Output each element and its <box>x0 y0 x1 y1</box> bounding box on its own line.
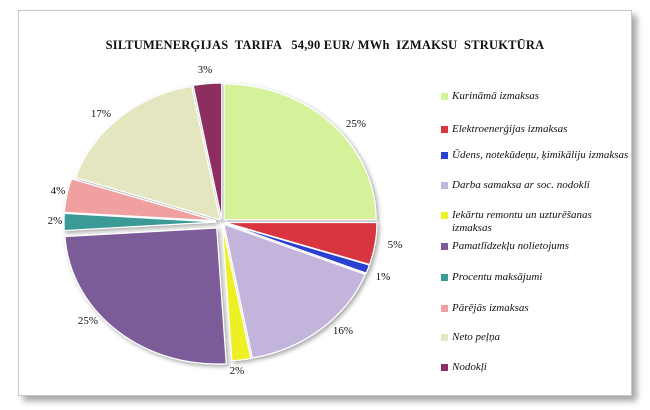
pie-slice-4 <box>223 223 367 359</box>
slice-label-2: 5% <box>388 239 403 251</box>
legend-item-3: Ūdens, notekūdeņu, ķimikāliju izmaksas <box>441 149 631 162</box>
pie-slice-6 <box>64 227 227 365</box>
legend-label-7: Procentu maksājumi <box>452 271 543 283</box>
pie-slice-5 <box>221 224 252 362</box>
slice-label-4: 16% <box>333 325 353 337</box>
legend-label-1: Kurināmā izmaksas <box>452 90 540 102</box>
legend-label-2: Elektroenerģijas izmaksas <box>452 123 568 135</box>
legend-item-1: Kurināmā izmaksas <box>441 90 631 103</box>
legend-swatch-4 <box>441 182 448 189</box>
slice-label-10: 3% <box>198 64 213 76</box>
legend-item-8: Pārējās izmaksas <box>441 302 631 315</box>
slice-label-8: 4% <box>51 185 66 197</box>
legend-item-5: Iekārtu remontu un uzturēšanas izmaksas <box>441 209 631 235</box>
legend-label-10: Nodokļi <box>452 361 487 373</box>
legend-label-9: Neto peļņa <box>452 331 500 343</box>
pie-slice-3 <box>224 222 371 274</box>
slice-label-9: 17% <box>91 108 111 120</box>
legend-swatch-3 <box>441 152 448 159</box>
pie-slice-1 <box>223 83 377 221</box>
slice-label-7: 2% <box>48 215 63 227</box>
legend-swatch-1 <box>441 93 448 100</box>
legend-label-4: Darba samaksa ar soc. nodokli <box>452 179 590 191</box>
legend-swatch-2 <box>441 126 448 133</box>
legend-label-8: Pārējās izmaksas <box>452 302 529 314</box>
legend-item-4: Darba samaksa ar soc. nodokli <box>441 179 631 192</box>
legend-swatch-8 <box>441 305 448 312</box>
legend-item-10: Nodokļi <box>441 361 631 374</box>
pie-slice-10 <box>192 82 223 220</box>
legend-swatch-5 <box>441 212 448 219</box>
legend-item-9: Neto peļņa <box>441 331 631 344</box>
slice-label-6: 25% <box>78 315 98 327</box>
legend-label-6: Pamatlīdzekļu nolietojums <box>452 240 570 252</box>
legend-swatch-9 <box>441 334 448 341</box>
legend-swatch-10 <box>441 364 448 371</box>
legend-label-3: Ūdens, notekūdeņu, ķimikāliju izmaksas <box>452 149 629 161</box>
pie-slice-9 <box>74 85 221 221</box>
legend-label-5: Iekārtu remontu un uzturēšanas izmaksas <box>452 209 592 234</box>
pie-slice-8 <box>63 178 217 222</box>
pie-slice-7 <box>63 212 217 232</box>
legend-item-7: Procentu maksājumi <box>441 271 631 284</box>
legend-swatch-6 <box>441 243 448 250</box>
chart-title: SILTUMENERĢIJAS TARIFA 54,90 EUR/ MWh IZ… <box>105 38 545 52</box>
legend-item-6: Pamatlīdzekļu nolietojums <box>441 240 631 253</box>
legend-item-2: Elektroenerģijas izmaksas <box>441 123 631 136</box>
legend-swatch-7 <box>441 274 448 281</box>
slice-label-3: 1% <box>376 271 391 283</box>
slice-label-1: 25% <box>346 118 366 130</box>
slice-label-5: 2% <box>230 365 245 377</box>
